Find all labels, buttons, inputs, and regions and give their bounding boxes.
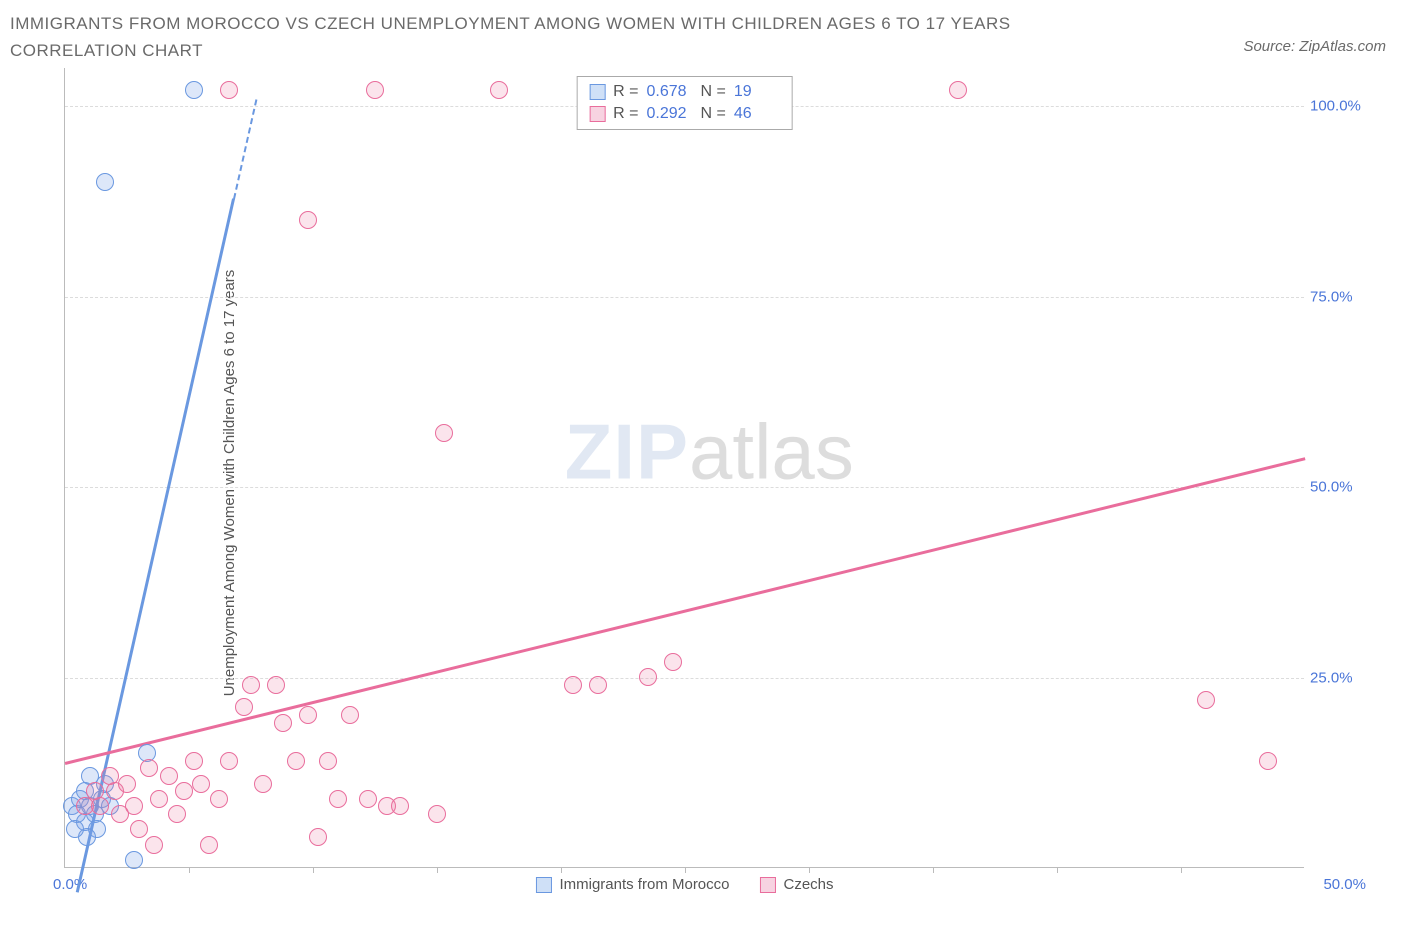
data-point [639,668,657,686]
chart-header: IMMIGRANTS FROM MOROCCO VS CZECH UNEMPLO… [10,10,1386,64]
r-label: R = [613,83,638,101]
data-point [299,211,317,229]
watermark: ZIPatlas [565,406,854,497]
data-point [160,767,178,785]
n-label: N = [701,105,726,123]
gridline-h [65,487,1304,488]
n-value: 46 [734,105,780,123]
data-point [435,424,453,442]
n-label: N = [701,83,726,101]
regression-line [65,457,1306,764]
data-point [145,836,163,854]
y-tick-label: 100.0% [1310,98,1368,115]
data-point [274,714,292,732]
x-tick [437,867,438,873]
watermark-atlas: atlas [689,407,854,495]
data-point [125,851,143,869]
data-point [150,790,168,808]
data-point [96,173,114,191]
data-point [664,653,682,671]
data-point [192,775,210,793]
stats-legend-row: R = 0.678 N = 19 [589,81,780,103]
legend-swatch [535,877,551,893]
data-point [66,820,84,838]
data-point [1197,691,1215,709]
data-point [564,676,582,694]
legend-swatch [589,106,605,122]
stats-legend-row: R = 0.292 N = 46 [589,103,780,125]
data-point [235,698,253,716]
series-legend: Immigrants from Morocco Czechs [535,876,833,893]
data-point [130,820,148,838]
legend-swatch [760,877,776,893]
source-attribution: Source: ZipAtlas.com [1243,38,1386,55]
data-point [287,752,305,770]
data-point [949,81,967,99]
x-min-label: 0.0% [53,876,87,893]
x-tick [1181,867,1182,873]
data-point [185,81,203,99]
data-point [91,797,109,815]
legend-swatch [589,84,605,100]
data-point [329,790,347,808]
gridline-h [65,297,1304,298]
data-point [490,81,508,99]
data-point [168,805,186,823]
n-value: 19 [734,83,780,101]
data-point [359,790,377,808]
data-point [125,797,143,815]
series-name: Czechs [784,876,834,893]
data-point [341,706,359,724]
y-tick-label: 25.0% [1310,669,1368,686]
data-point [254,775,272,793]
data-point [366,81,384,99]
stats-legend: R = 0.678 N = 19 R = 0.292 N = 46 [576,76,793,130]
data-point [200,836,218,854]
regression-line-dash [233,100,257,199]
data-point [140,759,158,777]
data-point [220,81,238,99]
watermark-zip: ZIP [565,407,689,495]
x-tick [313,867,314,873]
data-point [185,752,203,770]
x-max-label: 50.0% [1323,876,1366,893]
r-value: 0.678 [647,83,693,101]
x-tick [189,867,190,873]
data-point [118,775,136,793]
chart-title: IMMIGRANTS FROM MOROCCO VS CZECH UNEMPLO… [10,10,1140,64]
data-point [1259,752,1277,770]
x-tick [561,867,562,873]
y-tick-label: 75.0% [1310,288,1368,305]
x-tick [1057,867,1058,873]
r-value: 0.292 [647,105,693,123]
x-tick [685,867,686,873]
data-point [428,805,446,823]
data-point [319,752,337,770]
y-tick-label: 50.0% [1310,479,1368,496]
plot-area: ZIPatlas 25.0%50.0%75.0%100.0%0.0%50.0%R… [64,68,1304,868]
x-tick [933,867,934,873]
data-point [299,706,317,724]
series-name: Immigrants from Morocco [559,876,729,893]
data-point [242,676,260,694]
r-label: R = [613,105,638,123]
data-point [210,790,228,808]
data-point [175,782,193,800]
data-point [391,797,409,815]
data-point [589,676,607,694]
data-point [267,676,285,694]
data-point [309,828,327,846]
x-tick [809,867,810,873]
series-legend-item: Czechs [760,876,834,893]
data-point [220,752,238,770]
chart-container: Unemployment Among Women with Children A… [10,68,1380,898]
series-legend-item: Immigrants from Morocco [535,876,729,893]
